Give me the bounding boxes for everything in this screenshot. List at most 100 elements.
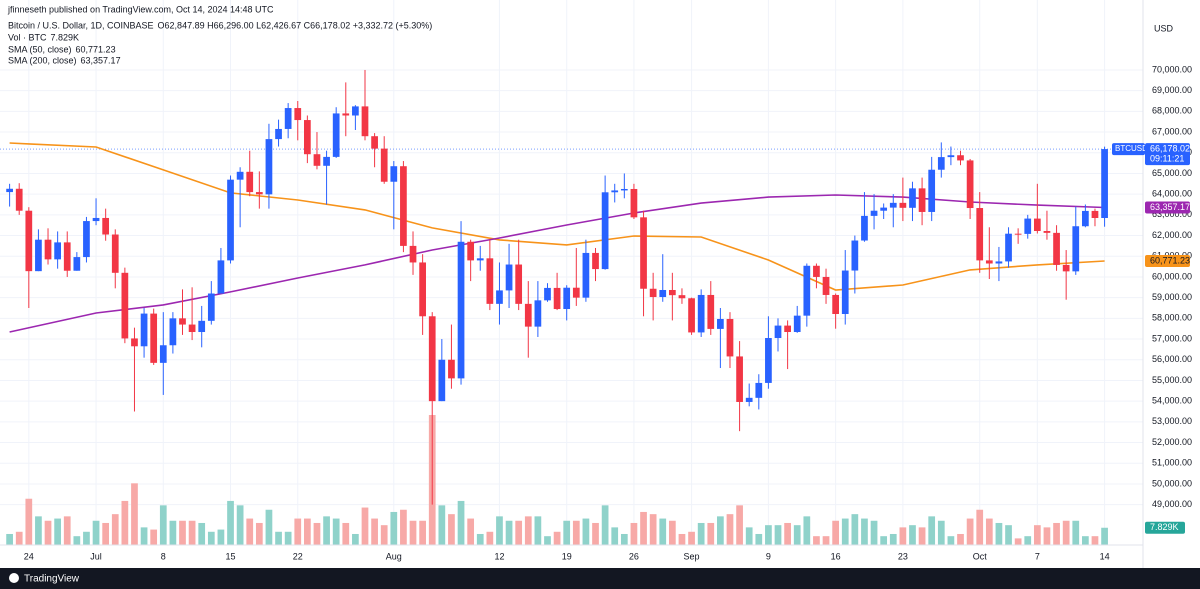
sma-value: 63,357.17 bbox=[81, 55, 121, 65]
volume-bar bbox=[928, 516, 936, 545]
volume-bar bbox=[592, 522, 599, 545]
volume-bar bbox=[486, 531, 494, 545]
volume-bar bbox=[611, 527, 619, 545]
countdown-text: 09:11:21 bbox=[1150, 153, 1184, 163]
candle-body bbox=[899, 202, 907, 208]
y-tick-label: 60,000.00 bbox=[1152, 271, 1192, 281]
volume-bar bbox=[409, 520, 417, 545]
x-tick-label: Jul bbox=[90, 551, 102, 561]
y-tick-label: 56,000.00 bbox=[1152, 354, 1192, 364]
candle-body bbox=[659, 289, 667, 298]
y-tick-label: 65,000.00 bbox=[1152, 168, 1192, 178]
y-tick-label: 67,000.00 bbox=[1152, 126, 1192, 136]
volume-bar bbox=[813, 536, 820, 545]
candle-body bbox=[131, 338, 138, 347]
volume-bar bbox=[851, 514, 859, 545]
candle-body bbox=[688, 298, 695, 333]
candle-body bbox=[995, 261, 1003, 264]
volume-bar bbox=[736, 505, 743, 545]
candle-body bbox=[861, 215, 868, 241]
candle-body bbox=[217, 260, 225, 294]
volume-bar bbox=[83, 531, 90, 545]
volume-bar bbox=[1101, 527, 1108, 545]
candle-body bbox=[150, 313, 158, 363]
candle-body bbox=[1062, 264, 1070, 272]
x-tick-label: 19 bbox=[562, 551, 572, 561]
candle-body bbox=[457, 241, 465, 379]
volume-bar bbox=[717, 516, 724, 545]
volume-bar bbox=[957, 533, 964, 545]
candle-body bbox=[774, 325, 782, 339]
candle-body bbox=[592, 252, 599, 270]
candle-body bbox=[496, 290, 503, 304]
volume-bar bbox=[294, 518, 302, 545]
volume-bar bbox=[630, 522, 638, 545]
candle-body bbox=[1014, 233, 1022, 235]
volume-bar bbox=[284, 531, 292, 545]
candle-body bbox=[25, 210, 33, 272]
y-tick-label: 53,000.00 bbox=[1152, 416, 1192, 426]
volume-bar bbox=[726, 514, 734, 545]
candle-body bbox=[832, 294, 840, 315]
price-axis-bg bbox=[1143, 0, 1200, 568]
volume-bar bbox=[73, 536, 81, 545]
sma-line bbox=[9, 142, 1105, 291]
volume-bar bbox=[198, 522, 206, 545]
volume-bar bbox=[1082, 536, 1089, 545]
y-tick-label: 49,000.00 bbox=[1152, 499, 1192, 509]
volume-bar bbox=[323, 516, 330, 545]
volume-name: Vol · BTC bbox=[8, 32, 47, 42]
candle-body bbox=[851, 240, 859, 271]
legend: jfinneseth published on TradingView.com,… bbox=[7, 4, 432, 65]
symbol-tag-text: BTCUSD bbox=[1115, 144, 1148, 153]
candle-body bbox=[83, 221, 90, 258]
candle-body bbox=[1101, 149, 1108, 219]
x-tick-label: 23 bbox=[898, 551, 908, 561]
volume-bar bbox=[371, 518, 378, 545]
volume-bar bbox=[1062, 520, 1070, 545]
candle-body bbox=[476, 258, 484, 261]
candle-body bbox=[572, 287, 580, 298]
candle-body bbox=[1053, 232, 1060, 265]
volume-bar bbox=[649, 514, 657, 545]
volume-bar bbox=[793, 525, 801, 545]
volume-bar bbox=[774, 525, 782, 545]
y-tick-label: 70,000.00 bbox=[1152, 64, 1192, 74]
sma-value: 60,771.23 bbox=[76, 44, 116, 54]
volume-bar bbox=[63, 516, 71, 545]
volume-tag-text: 7.829K bbox=[1150, 522, 1179, 532]
candle-body bbox=[524, 303, 532, 327]
volume-bar bbox=[467, 518, 475, 545]
volume-bar bbox=[553, 531, 561, 545]
volume-bar bbox=[1033, 525, 1041, 545]
candle-body bbox=[870, 210, 878, 216]
volume-bar bbox=[476, 533, 484, 545]
volume-bar bbox=[985, 518, 993, 545]
candle-body bbox=[419, 262, 426, 317]
sma-price-tag bbox=[1145, 201, 1190, 214]
candle-body bbox=[438, 359, 446, 402]
candle-body bbox=[448, 359, 455, 379]
volume-bar bbox=[870, 520, 878, 545]
symbol-title: Bitcoin / U.S. Dollar, 1D, COINBASE bbox=[8, 20, 154, 30]
candle-body bbox=[1024, 218, 1032, 234]
volume-bar bbox=[909, 525, 916, 545]
candle-body bbox=[505, 264, 513, 291]
candle-body bbox=[371, 136, 378, 149]
candle-body bbox=[937, 157, 945, 170]
candle-body bbox=[54, 242, 61, 260]
candle-body bbox=[361, 106, 369, 137]
volume-bar bbox=[159, 505, 167, 545]
candle-body bbox=[889, 202, 897, 208]
candle-body bbox=[515, 264, 523, 304]
y-tick-label: 57,000.00 bbox=[1152, 333, 1192, 343]
volume-bar bbox=[918, 527, 926, 545]
candle-body bbox=[400, 166, 407, 246]
candle-body bbox=[342, 113, 350, 116]
candle-body bbox=[813, 265, 820, 277]
y-tick-label: 69,000.00 bbox=[1152, 85, 1192, 95]
candle-body bbox=[1033, 218, 1041, 231]
y-tick-label: 68,000.00 bbox=[1152, 106, 1192, 116]
volume-bar bbox=[332, 518, 340, 545]
